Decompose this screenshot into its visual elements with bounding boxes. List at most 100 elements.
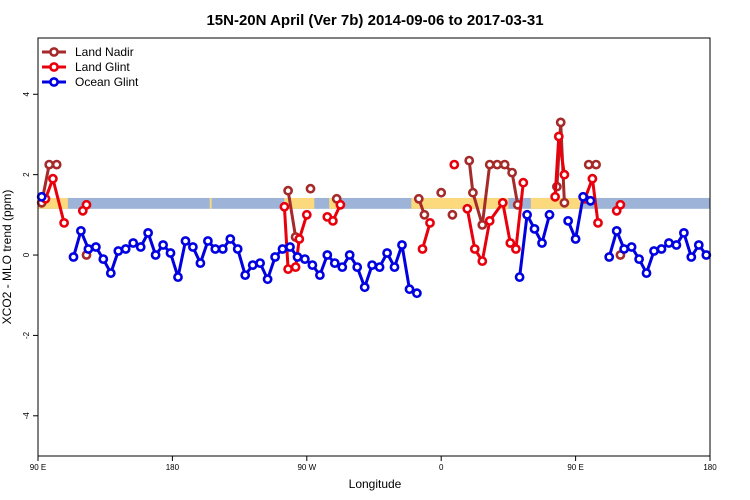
data-point [447,209,458,220]
data-point [279,201,290,212]
data-point [507,167,517,178]
data-point [529,223,540,234]
yellow-band-segment [329,197,337,209]
data-point [83,244,94,254]
data-point [150,250,161,260]
data-point [165,248,176,258]
data-point [202,236,213,246]
y-tick-label: 4 [22,91,31,96]
series-land-nadir [36,117,626,260]
legend-swatch-marker [49,47,59,57]
data-point [255,258,265,268]
data-point [559,197,570,208]
data-point [337,262,348,272]
data-point [68,252,79,262]
data-point [283,264,293,274]
data-point [48,173,58,184]
data-point [701,250,712,260]
data-point [128,238,139,248]
x-tick-label: 180 [166,463,180,472]
data-point [327,215,338,226]
data-point [59,217,69,228]
yellow-band-segment [411,197,509,209]
data-point [76,225,86,236]
data-point [382,248,392,258]
data-point [232,244,243,254]
data-point [307,260,318,270]
data-point [467,187,478,198]
data-point [587,173,598,184]
yellow-band-segment [284,197,315,209]
data-point [322,250,333,260]
data-point [98,254,109,264]
data-point [469,244,480,254]
data-point [563,215,573,226]
data-point [514,272,525,282]
data-point [285,242,295,252]
data-point [497,197,508,208]
legend-label: Ocean Glint [75,75,139,89]
data-point [270,252,280,262]
data-point [143,227,153,238]
data-point [187,242,198,252]
data-point [679,227,689,238]
data-point [505,238,516,248]
y-tick-label: -2 [22,331,31,339]
data-point [499,159,510,170]
data-point [518,177,529,188]
background-bands [38,197,710,209]
legend-label: Land Glint [75,60,130,74]
data-point [329,258,340,268]
data-point [615,199,626,210]
data-point [210,244,221,254]
data-point [389,262,400,272]
data-point [352,262,363,272]
data-point [484,159,495,170]
data-point [462,203,473,214]
data-point [511,244,521,254]
data-point [158,240,168,250]
data-point [105,268,116,278]
data-point [240,270,251,280]
data-point [294,234,305,244]
data-point [51,159,62,170]
y-tick-label: -4 [22,412,31,420]
data-point [195,258,206,268]
data-point [367,260,377,270]
data-point [180,236,191,246]
x-tick-label: 180 [703,463,717,472]
data-point [425,217,435,228]
data-point [585,195,596,206]
data-point [44,159,55,170]
data-point [686,252,697,262]
data-point [217,244,228,254]
data-point [299,254,310,264]
data-point [449,159,460,170]
y-axis: -4 -2 0 2 4 [22,91,38,419]
data-point [464,155,475,166]
x-tick-label: 90 W [297,463,316,472]
data-point [578,191,588,202]
data-point [492,159,503,170]
data-point [36,191,47,202]
y-axis-label: XCO2 - MLO trend (ppm) [0,190,14,325]
data-point [81,199,92,210]
data-point [404,284,415,295]
data-point [135,242,146,252]
data-point [113,246,124,256]
blue-band [38,197,710,209]
data-point [277,244,288,254]
legend-swatch-marker [49,77,59,87]
data-point [553,131,564,142]
data-point [91,242,101,252]
yellow-band-segment [209,197,212,209]
legend-swatch-marker [49,62,59,72]
data-point [301,209,312,220]
data-point [550,191,560,202]
data-point [604,252,615,262]
data-point [411,288,422,299]
data-point [290,262,301,272]
series-line [286,190,298,238]
